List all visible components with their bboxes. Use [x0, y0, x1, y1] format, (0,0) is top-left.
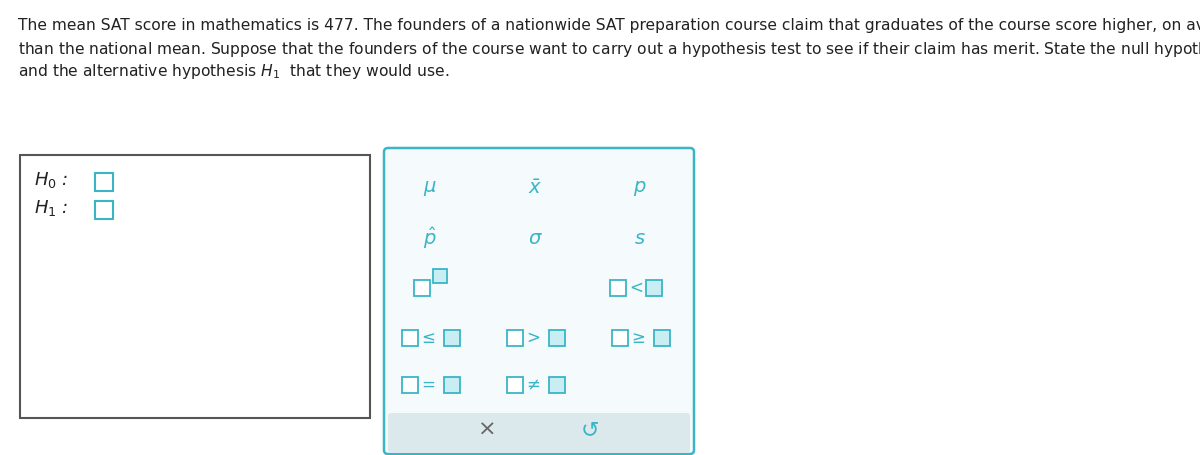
FancyBboxPatch shape — [550, 377, 565, 393]
Text: than the national mean. Suppose that the founders of the course want to carry ou: than the national mean. Suppose that the… — [18, 40, 1200, 59]
FancyBboxPatch shape — [433, 269, 446, 283]
FancyBboxPatch shape — [402, 330, 418, 346]
Text: ≥: ≥ — [631, 329, 644, 347]
FancyBboxPatch shape — [550, 330, 565, 346]
Text: ×: × — [479, 420, 497, 440]
FancyBboxPatch shape — [384, 148, 694, 454]
FancyBboxPatch shape — [20, 155, 370, 418]
Text: $H_0$ :: $H_0$ : — [34, 170, 68, 190]
Text: ≤: ≤ — [421, 329, 434, 347]
Text: $\hat{p}$: $\hat{p}$ — [424, 225, 437, 251]
Text: $\bar{x}$: $\bar{x}$ — [528, 178, 542, 197]
Text: >: > — [526, 329, 540, 347]
Text: $\sigma$: $\sigma$ — [528, 228, 542, 248]
FancyBboxPatch shape — [402, 377, 418, 393]
FancyBboxPatch shape — [646, 280, 662, 296]
Text: The mean SAT score in mathematics is 477. The founders of a nationwide SAT prepa: The mean SAT score in mathematics is 477… — [18, 18, 1200, 33]
Text: $s$: $s$ — [634, 228, 646, 248]
Text: $p$: $p$ — [634, 178, 647, 197]
Text: <: < — [629, 279, 643, 297]
Text: =: = — [421, 376, 434, 394]
FancyBboxPatch shape — [444, 377, 460, 393]
Text: $H_1$ :: $H_1$ : — [34, 198, 68, 218]
Text: ↺: ↺ — [581, 420, 600, 440]
FancyBboxPatch shape — [610, 280, 626, 296]
FancyBboxPatch shape — [95, 201, 113, 219]
FancyBboxPatch shape — [508, 377, 523, 393]
FancyBboxPatch shape — [95, 173, 113, 191]
Text: and the alternative hypothesis $H_1$  that they would use.: and the alternative hypothesis $H_1$ tha… — [18, 62, 449, 81]
FancyBboxPatch shape — [444, 330, 460, 346]
FancyBboxPatch shape — [388, 413, 690, 453]
FancyBboxPatch shape — [654, 330, 670, 346]
Text: ≠: ≠ — [526, 376, 540, 394]
FancyBboxPatch shape — [414, 280, 430, 296]
FancyBboxPatch shape — [508, 330, 523, 346]
FancyBboxPatch shape — [612, 330, 628, 346]
Text: $\mu$: $\mu$ — [424, 178, 437, 197]
